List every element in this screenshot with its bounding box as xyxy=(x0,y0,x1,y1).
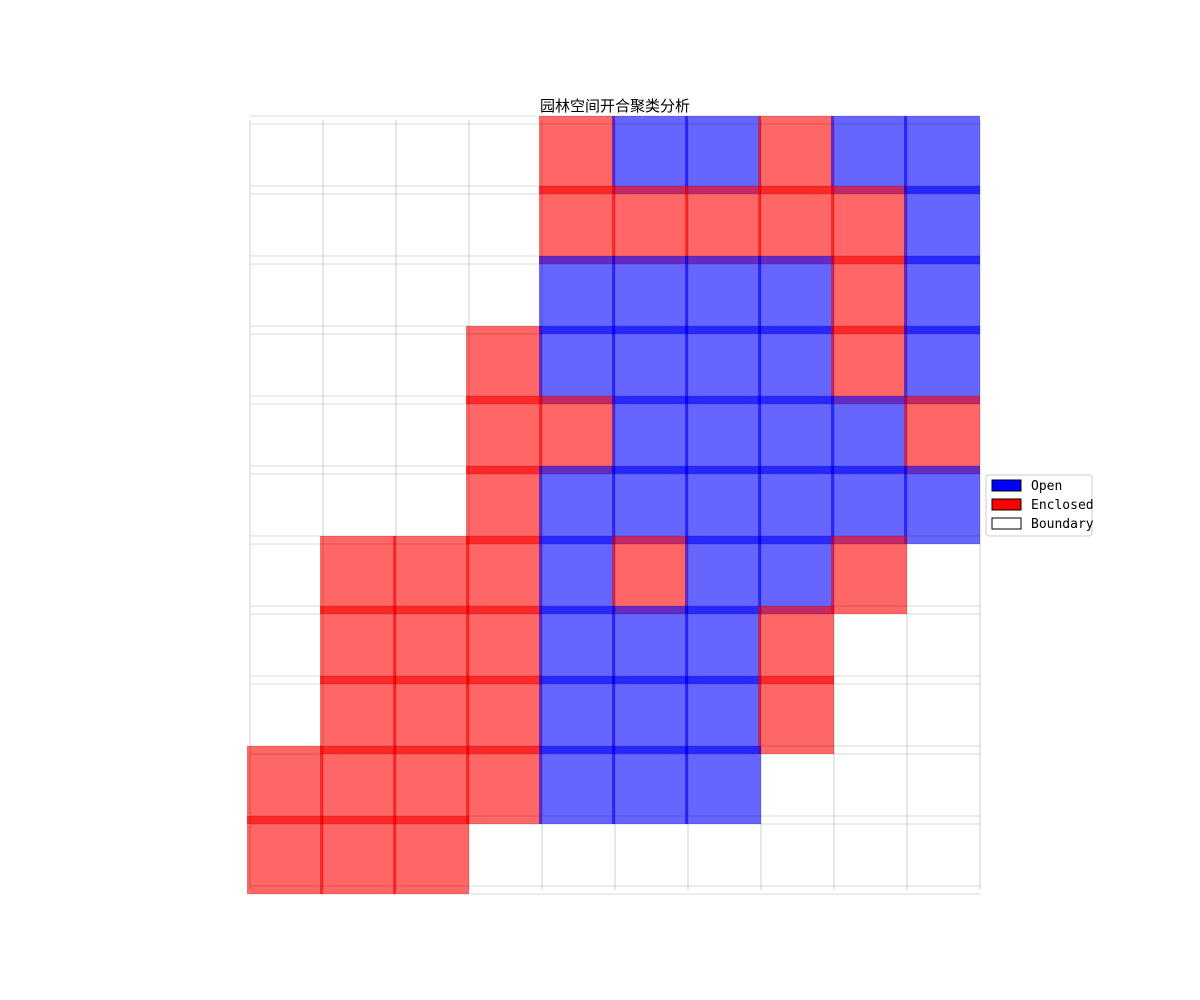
cell-open-r2-c9 xyxy=(904,256,980,334)
cell-open-r8-c6 xyxy=(685,676,761,754)
cell-enclosed-r9-c1 xyxy=(320,746,396,824)
cell-enclosed-r8-c1 xyxy=(320,676,396,754)
cell-enclosed-r7-c2 xyxy=(393,606,469,684)
heatmap-cells xyxy=(247,116,980,894)
cell-open-r5-c5 xyxy=(612,466,688,544)
cell-open-r0-c6 xyxy=(685,116,761,194)
cell-enclosed-r1-c6 xyxy=(685,186,761,264)
cell-open-r4-c8 xyxy=(831,396,907,474)
cell-open-r3-c4 xyxy=(539,326,615,404)
cell-open-r6-c4 xyxy=(539,536,615,614)
cell-enclosed-r4-c9 xyxy=(904,396,980,474)
cell-enclosed-r8-c7 xyxy=(758,676,834,754)
cell-enclosed-r10-c0 xyxy=(247,816,323,894)
legend-label-boundary: Boundary xyxy=(1031,517,1094,532)
cell-enclosed-r6-c1 xyxy=(320,536,396,614)
cell-enclosed-r6-c8 xyxy=(831,536,907,614)
cell-open-r4-c6 xyxy=(685,396,761,474)
cell-enclosed-r7-c1 xyxy=(320,606,396,684)
cell-open-r7-c6 xyxy=(685,606,761,684)
cell-enclosed-r6-c3 xyxy=(466,536,542,614)
cell-enclosed-r0-c7 xyxy=(758,116,834,194)
cell-enclosed-r8-c2 xyxy=(393,676,469,754)
cell-open-r2-c6 xyxy=(685,256,761,334)
chart-title: 园林空间开合聚类分析 xyxy=(540,97,690,115)
cell-open-r4-c7 xyxy=(758,396,834,474)
cell-open-r7-c4 xyxy=(539,606,615,684)
cell-open-r6-c6 xyxy=(685,536,761,614)
cell-enclosed-r6-c2 xyxy=(393,536,469,614)
legend-label-open: Open xyxy=(1031,479,1062,494)
cell-open-r3-c7 xyxy=(758,326,834,404)
legend-label-enclosed: Enclosed xyxy=(1031,498,1094,513)
cell-open-r8-c4 xyxy=(539,676,615,754)
cell-open-r2-c7 xyxy=(758,256,834,334)
cell-enclosed-r1-c5 xyxy=(612,186,688,264)
cell-enclosed-r4-c3 xyxy=(466,396,542,474)
cell-enclosed-r3-c8 xyxy=(831,326,907,404)
cell-open-r1-c9 xyxy=(904,186,980,264)
legend-swatch-boundary xyxy=(991,517,1022,530)
cell-open-r9-c5 xyxy=(612,746,688,824)
cell-enclosed-r9-c2 xyxy=(393,746,469,824)
cell-enclosed-r1-c4 xyxy=(539,186,615,264)
cell-enclosed-r1-c8 xyxy=(831,186,907,264)
cell-open-r0-c8 xyxy=(831,116,907,194)
cell-enclosed-r3-c3 xyxy=(466,326,542,404)
cell-enclosed-r7-c7 xyxy=(758,606,834,684)
cell-enclosed-r9-c0 xyxy=(247,746,323,824)
cell-enclosed-r8-c3 xyxy=(466,676,542,754)
cell-enclosed-r4-c4 xyxy=(539,396,615,474)
cell-enclosed-r2-c8 xyxy=(831,256,907,334)
cell-open-r3-c5 xyxy=(612,326,688,404)
cell-open-r6-c7 xyxy=(758,536,834,614)
heatmap-gridlines xyxy=(249,115,981,895)
cell-open-r5-c8 xyxy=(831,466,907,544)
cell-open-r9-c6 xyxy=(685,746,761,824)
legend: Open Enclosed Boundary xyxy=(985,474,1094,537)
cell-open-r4-c5 xyxy=(612,396,688,474)
cell-enclosed-r6-c5 xyxy=(612,536,688,614)
cell-enclosed-r10-c2 xyxy=(393,816,469,894)
cell-enclosed-r9-c3 xyxy=(466,746,542,824)
cell-open-r5-c4 xyxy=(539,466,615,544)
cell-enclosed-r0-c4 xyxy=(539,116,615,194)
cell-open-r0-c9 xyxy=(904,116,980,194)
cell-enclosed-r5-c3 xyxy=(466,466,542,544)
cell-open-r2-c5 xyxy=(612,256,688,334)
cell-enclosed-r10-c1 xyxy=(320,816,396,894)
cell-open-r2-c4 xyxy=(539,256,615,334)
cell-open-r3-c6 xyxy=(685,326,761,404)
legend-swatch-enclosed xyxy=(991,498,1022,511)
cell-open-r9-c4 xyxy=(539,746,615,824)
cell-open-r0-c5 xyxy=(612,116,688,194)
cell-enclosed-r7-c3 xyxy=(466,606,542,684)
cell-open-r5-c7 xyxy=(758,466,834,544)
cell-open-r7-c5 xyxy=(612,606,688,684)
cell-open-r5-c6 xyxy=(685,466,761,544)
cell-open-r3-c9 xyxy=(904,326,980,404)
cell-open-r5-c9 xyxy=(904,466,980,544)
legend-swatch-open xyxy=(991,479,1022,492)
cell-open-r8-c5 xyxy=(612,676,688,754)
cell-enclosed-r1-c7 xyxy=(758,186,834,264)
